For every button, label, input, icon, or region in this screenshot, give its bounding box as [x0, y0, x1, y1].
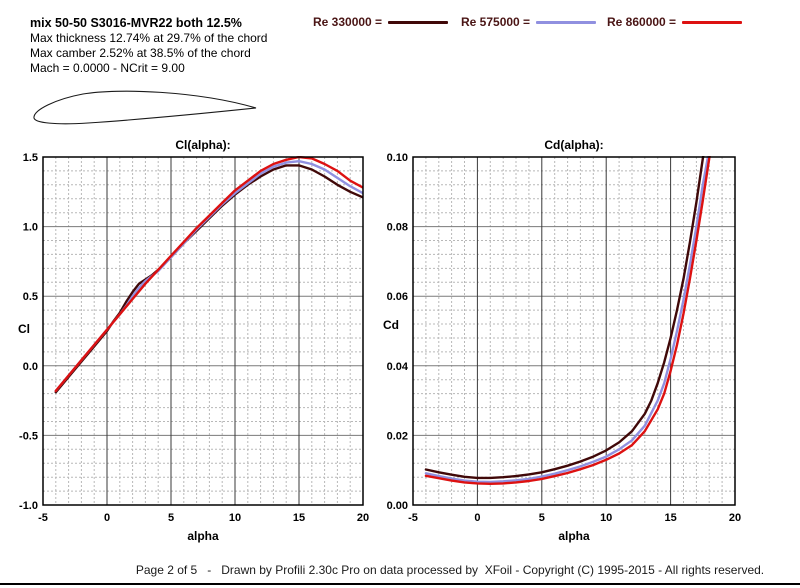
legend-line-swatch-re-330000	[388, 20, 449, 24]
cl-yaxis-label: Cl	[18, 322, 30, 336]
chart-0-x-tick-label: 0	[104, 512, 110, 524]
chart-1-minor-grid	[413, 157, 735, 505]
chart-0-y-tick-label: -1.0	[19, 500, 38, 512]
chart-0-y-tick-label: 0.5	[23, 291, 38, 303]
chart-0-x-tick-label: -5	[38, 512, 48, 524]
cl-chart-title: Cl(alpha):	[175, 138, 231, 152]
airfoil-path	[33, 90, 257, 125]
chart-1-y-tick-label: 0.00	[387, 500, 408, 512]
chart-0-y-tick-label: -0.5	[19, 430, 38, 442]
chart-1-curve-re-575000	[424, 156, 710, 484]
cd-chart-title: Cd(alpha):	[544, 138, 604, 152]
max-thickness-line: Max thickness 12.74% at 29.7% of the cho…	[30, 31, 268, 45]
footer-text: Page 2 of 5 - Drawn by Profili 2.30c Pro…	[135, 563, 765, 577]
legend-label-re-330000: Re 330000 =	[313, 15, 383, 29]
chart-0-y-tick-label: 1.0	[23, 222, 38, 234]
chart-1-y-tick-label: 0.10	[387, 152, 408, 164]
legend-item-re-860000: Re 860000 =	[607, 15, 743, 29]
chart-1-curve-re-330000	[424, 156, 705, 480]
chart-1-x-tick-label: 0	[474, 512, 480, 524]
legend-line-swatch-re-575000	[536, 20, 597, 24]
chart-1-curve-re-860000	[424, 156, 711, 485]
footer-rule	[0, 583, 800, 585]
chart-1-x-tick-label: 20	[729, 512, 741, 524]
cl-xaxis-label: alpha	[187, 529, 219, 543]
legend-item-re-330000: Re 330000 =	[313, 15, 449, 29]
chart-1-y-tick-label: 0.04	[387, 361, 409, 373]
chart-0-minor-grid	[43, 157, 363, 505]
chart-0-border	[42, 156, 364, 506]
legend-label-re-575000: Re 575000 =	[461, 15, 531, 29]
cd-yaxis-label: Cd	[383, 318, 399, 332]
chart-1-y-tick-label: 0.02	[387, 430, 408, 442]
chart-0-y-tick-label: 0.0	[23, 361, 38, 373]
chart-0-curve-re-860000	[54, 156, 363, 393]
chart-1-y-tick-label: 0.06	[387, 291, 408, 303]
chart-0-y-tick-label: 1.5	[23, 152, 38, 164]
mach-ncrit-line: Mach = 0.0000 - NCrit = 9.00	[30, 61, 185, 75]
max-camber-line: Max camber 2.52% at 38.5% of the chord	[30, 46, 251, 60]
legend-item-re-575000: Re 575000 =	[461, 15, 597, 29]
header-block: mix 50-50 S3016-MVR22 both 12.5% Max thi…	[30, 16, 267, 76]
legend-label-re-860000: Re 860000 =	[607, 15, 677, 29]
chart-1-major-grid-vertical	[412, 157, 736, 505]
chart-0-x-tick-label: 5	[168, 512, 174, 524]
chart-0-x-tick-label: 10	[229, 512, 241, 524]
chart-1-x-tick-label: 5	[539, 512, 545, 524]
chart-1-x-tick-label: 10	[600, 512, 612, 524]
chart-0-x-tick-label: 20	[357, 512, 369, 524]
chart-1-x-tick-label: -5	[408, 512, 418, 524]
page-title: mix 50-50 S3016-MVR22 both 12.5%	[30, 16, 242, 30]
airfoil-outline	[33, 90, 257, 125]
chart-0-x-tick-label: 15	[293, 512, 305, 524]
chart-0-major-grid-horizontal	[43, 156, 363, 506]
chart-0-major-grid-vertical	[42, 157, 364, 505]
legend-line-swatch-re-860000	[682, 20, 743, 24]
chart-1-border	[412, 156, 736, 506]
cd-xaxis-label: alpha	[558, 529, 590, 543]
chart-1-major-grid-horizontal	[413, 156, 735, 506]
chart-0-curve-re-575000	[54, 159, 363, 393]
chart-1-x-tick-label: 15	[664, 512, 676, 524]
chart-1-y-tick-label: 0.08	[387, 222, 408, 234]
